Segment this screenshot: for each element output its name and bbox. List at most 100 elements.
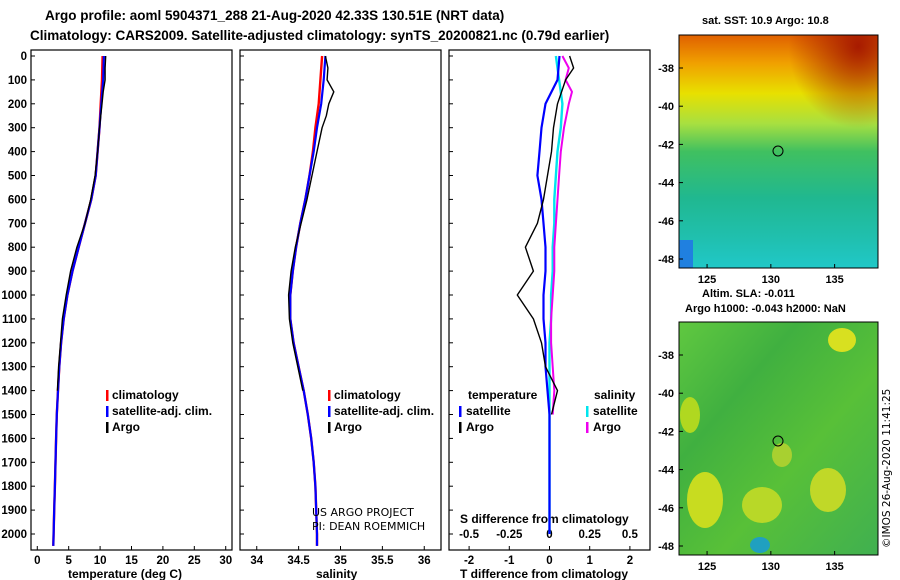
salinity-legend: climatology satellite-adj. clim. Argo xyxy=(328,388,434,434)
sla-map xyxy=(678,321,879,556)
lat-tick-label: -46 xyxy=(658,503,674,515)
legend-salinity-title: salinity xyxy=(594,388,636,402)
legend-swatch-satellite xyxy=(106,406,109,417)
depth-tick-label: 1800 xyxy=(1,481,27,493)
header-line-1: Argo profile: aoml 5904371_288 21-Aug-20… xyxy=(45,8,504,23)
depth-tick-label: 2000 xyxy=(1,529,27,541)
x-tick-label: -2 xyxy=(464,555,474,567)
imos-timestamp: ©IMOS 26-Aug-2020 11:41:25 xyxy=(881,389,893,548)
legend-temperature-title: temperature xyxy=(468,388,538,402)
lat-tick-label: -42 xyxy=(658,139,674,151)
legend-satellite-adj-2: satellite-adj. clim. xyxy=(334,404,434,418)
sla-float-marker xyxy=(772,435,784,447)
credit-line-2: PI: DEAN ROEMMICH xyxy=(312,520,425,533)
depth-tick-label: 1700 xyxy=(1,457,27,469)
legend-satellite-adj: satellite-adj. clim. xyxy=(112,404,212,418)
credit-line-1: US ARGO PROJECT xyxy=(312,506,414,519)
depth-axis: 0 100 200 300 400 500 600 700 800 900 1000 1100 1200… xyxy=(1,51,453,541)
header-line-2: Climatology: CARS2009. Satellite-adjuste… xyxy=(30,28,609,43)
legend-swatch-argo xyxy=(106,422,109,433)
lon-tick-label: 125 xyxy=(698,561,716,573)
lon-tick-label: 135 xyxy=(825,561,843,573)
lat-tick-label: -44 xyxy=(658,178,675,190)
legend-argo-2: Argo xyxy=(334,420,362,434)
temperature-panel xyxy=(30,49,233,551)
s-diff-tick-label: 0 xyxy=(546,529,552,541)
x-tick-label: 25 xyxy=(188,555,201,567)
legend-swatch-t-satellite xyxy=(459,406,462,417)
series-line-salinity-argo xyxy=(550,55,573,415)
depth-tick-label: 0 xyxy=(21,51,27,63)
legend-climatology-2: climatology xyxy=(334,388,401,402)
legend-s-argo: Argo xyxy=(593,420,621,434)
lat-tick-label: -48 xyxy=(658,254,674,266)
depth-tick-label: 1900 xyxy=(1,505,27,517)
x-tick-label: -1 xyxy=(504,555,515,567)
depth-tick-label: 1200 xyxy=(1,338,27,350)
x-tick-label: 0 xyxy=(546,555,552,567)
sst-lat-axis: -38 -40 -42 -44 -46 -48 xyxy=(658,63,683,266)
temperature-axis-label: temperature (deg C) xyxy=(68,567,182,580)
sst-map-title: sat. SST: 10.9 Argo: 10.8 xyxy=(702,15,829,27)
difference-series xyxy=(516,55,575,534)
x-tick-label: 5 xyxy=(65,555,72,567)
depth-tick-label: 300 xyxy=(8,123,27,135)
depth-tick-label: 400 xyxy=(8,147,27,159)
x-tick-label: 34.5 xyxy=(287,555,310,567)
lon-tick-label: 135 xyxy=(825,274,843,286)
series-line-salinity-satellite xyxy=(548,55,564,534)
depth-tick-label: 500 xyxy=(8,171,27,183)
series-line-satellite-adj-clim- xyxy=(52,55,105,546)
sst-lon-axis: 125 130 135 xyxy=(698,264,844,286)
salinity-panel xyxy=(239,49,442,551)
depth-tick-label: 200 xyxy=(8,99,27,111)
depth-tick-label: 1300 xyxy=(1,362,27,374)
temperature-series xyxy=(52,55,107,546)
lat-tick-label: -46 xyxy=(658,216,674,228)
difference-legend: temperature salinity satellite Argo sate… xyxy=(459,388,638,434)
x-tick-label: 30 xyxy=(219,555,232,567)
depth-tick-label: 100 xyxy=(8,75,27,87)
lat-tick-label: -40 xyxy=(658,101,674,113)
sla-map-title-1: Altim. SLA: -0.011 xyxy=(702,288,795,300)
lon-tick-label: 125 xyxy=(698,274,716,286)
sst-map xyxy=(678,34,879,269)
series-line-temperature-satellite xyxy=(536,55,561,534)
temperature-legend: climatology satellite-adj. clim. Argo xyxy=(106,388,212,434)
temperature-x-axis: 0 5 10 15 20 25 30 xyxy=(34,546,232,567)
x-tick-label: 0 xyxy=(34,555,40,567)
depth-tick-label: 1000 xyxy=(1,290,27,302)
series-line-satellite-adj-clim- xyxy=(289,55,327,546)
depth-tick-label: 900 xyxy=(8,266,27,278)
salinity-series xyxy=(287,55,335,546)
depth-tick-label: 1500 xyxy=(1,410,27,422)
x-tick-label: 10 xyxy=(94,555,107,567)
depth-tick-label: 1600 xyxy=(1,433,27,445)
depth-tick-label: 700 xyxy=(8,218,27,230)
legend-argo: Argo xyxy=(112,420,140,434)
lat-tick-label: -40 xyxy=(658,388,674,400)
legend-climatology: climatology xyxy=(112,388,179,402)
legend-swatch-climatology xyxy=(106,390,109,401)
t-difference-axis-label: T difference from climatology xyxy=(460,567,628,580)
x-tick-label: 20 xyxy=(157,555,170,567)
legend-swatch-climatology-2 xyxy=(328,390,331,401)
s-difference-axis-label: S difference from climatology xyxy=(460,512,629,526)
x-tick-label: 36 xyxy=(418,555,431,567)
sla-map-title-2: Argo h1000: -0.043 h2000: NaN xyxy=(685,303,846,315)
lat-tick-label: -48 xyxy=(658,541,674,553)
s-diff-tick-label: 0.5 xyxy=(622,529,639,541)
series-line-temperature-argo xyxy=(516,55,575,415)
legend-t-argo: Argo xyxy=(466,420,494,434)
x-tick-label: 35 xyxy=(334,555,347,567)
lat-tick-label: -42 xyxy=(658,426,674,438)
depth-tick-label: 800 xyxy=(8,242,27,254)
depth-tick-label: 1100 xyxy=(2,314,27,326)
s-diff-tick-label: -0.5 xyxy=(459,529,479,541)
s-difference-x-axis: -0.5 -0.25 0 0.25 0.5 xyxy=(459,529,638,541)
lat-tick-label: -38 xyxy=(658,350,674,362)
legend-t-satellite: satellite xyxy=(466,404,511,418)
legend-swatch-satellite-2 xyxy=(328,406,331,417)
depth-tick-label: 600 xyxy=(8,194,27,206)
